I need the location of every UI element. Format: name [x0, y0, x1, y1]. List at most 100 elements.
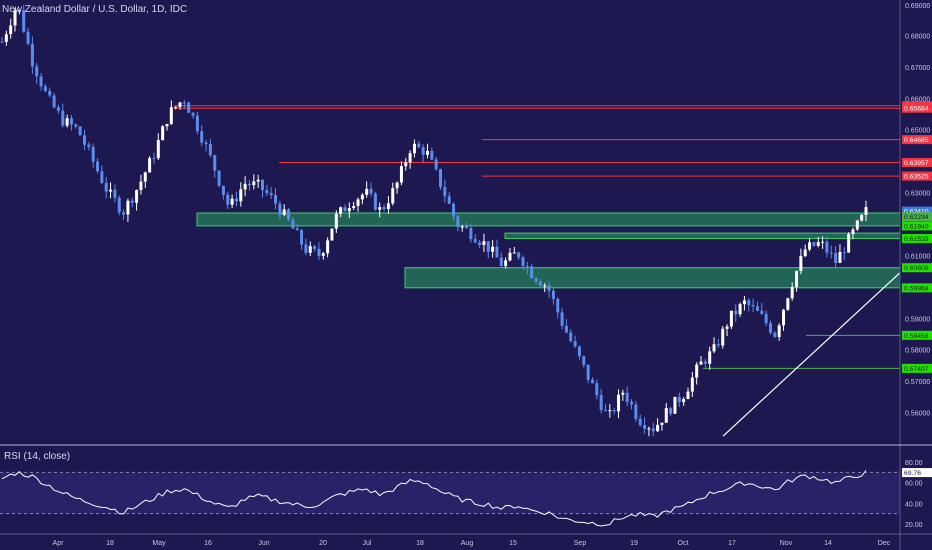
candle-body [538, 281, 542, 286]
candle-body [499, 257, 503, 267]
candle-body [343, 207, 347, 212]
price-tag-label: 0.61940 [904, 223, 929, 230]
candle-body [308, 246, 312, 253]
x-tick-label: 19 [630, 540, 638, 547]
rsi-axis[interactable]: 80.00 60.00 40.00 20.00 69.76 [902, 460, 932, 529]
price-tag-bg [902, 157, 932, 167]
price-tag-bg [902, 212, 932, 222]
candle-body [265, 189, 269, 194]
candle-body [768, 323, 772, 333]
candle-body [352, 206, 356, 209]
y-tick-label: 0.57000 [905, 379, 930, 386]
candle-body [269, 193, 273, 196]
candle-body [834, 253, 838, 263]
price-tag-bg [902, 363, 932, 373]
candle-body [326, 240, 330, 254]
candle-body [569, 332, 573, 342]
time-axis[interactable]: Apr 18 May 16 Jun 20 Jul 18 Aug 15 Sep 19 Oct 17 Nov 14… [53, 540, 891, 547]
candle-body [230, 198, 234, 205]
candle-body [634, 404, 638, 419]
price-tag-label: 0.61539 [904, 236, 929, 243]
candle-body [716, 344, 720, 346]
candle-body [443, 187, 447, 197]
candle-body [217, 170, 221, 186]
candle-body [547, 285, 551, 291]
candle-body [182, 102, 186, 104]
candle-body [239, 189, 243, 202]
candle-body [165, 123, 169, 127]
candle-body [295, 228, 299, 231]
candle-body [317, 248, 321, 256]
candle-body [560, 312, 564, 326]
price-tag-label: 0.60609 [904, 265, 929, 272]
candle-body [330, 228, 334, 241]
candle-body [638, 418, 642, 426]
candle-body [708, 351, 712, 364]
candle-body [247, 183, 251, 186]
y-tick-label: 0.66000 [905, 96, 930, 103]
candle-body [617, 394, 621, 412]
candle-body [656, 424, 660, 432]
candle-body [69, 118, 73, 125]
candle-body [608, 410, 612, 412]
support-zones [196, 212, 901, 289]
price-tag-label: 0.64685 [904, 137, 929, 144]
candle-body [855, 220, 859, 230]
candle-body [456, 216, 460, 228]
candle-body [643, 425, 647, 429]
candle-body [486, 241, 490, 252]
candle-body [360, 194, 364, 200]
candle-body [573, 341, 577, 347]
y-tick-label: 0.63000 [905, 191, 930, 198]
y-tick-label: 0.58000 [905, 348, 930, 355]
candle-body [130, 200, 134, 203]
candle-body [87, 144, 91, 147]
candle-body [504, 260, 508, 267]
candle-body [187, 102, 191, 113]
candle-body [842, 252, 846, 254]
candle-body [117, 197, 121, 213]
candle-body [52, 95, 56, 108]
candle-body [551, 290, 555, 299]
candle-body [334, 213, 338, 229]
candle-body [439, 169, 443, 188]
candle-body [100, 171, 104, 183]
y-tick-label: 0.65000 [905, 128, 930, 135]
rsi-value-tag-bg [902, 468, 932, 478]
candle-body [673, 396, 677, 414]
candle-body [17, 10, 21, 12]
candle-body [78, 126, 82, 136]
price-tag-bg [902, 135, 932, 145]
candle-body [43, 86, 47, 92]
candle-body [26, 31, 30, 44]
y-tick-label: 0.61000 [905, 253, 930, 260]
support-zone [504, 232, 901, 239]
rsi-title: RSI (14, close) [4, 451, 71, 462]
candle-body [747, 300, 751, 306]
candle-body [447, 196, 451, 204]
candle-body [152, 158, 156, 160]
candle-body [243, 183, 247, 190]
candle-body [347, 208, 351, 212]
x-tick-label: 20 [319, 540, 327, 547]
candle-body [782, 309, 786, 326]
candle-body [96, 161, 100, 172]
candle-body [786, 298, 790, 310]
horizontal-levels [174, 105, 900, 369]
candle-body [647, 428, 651, 430]
candle-body [22, 10, 26, 32]
candle-body [291, 219, 295, 229]
candle-body [321, 253, 325, 256]
price-tag-bg [902, 263, 932, 273]
candle-body [808, 242, 812, 250]
candle-body [425, 150, 429, 155]
candle-body [677, 396, 681, 403]
candle-body [864, 207, 868, 215]
candle-body [35, 66, 39, 77]
candle-body [256, 179, 260, 182]
x-tick-label: Jul [363, 540, 372, 547]
candle-body [803, 249, 807, 257]
candle-body [104, 182, 108, 192]
candle-body [812, 242, 816, 246]
